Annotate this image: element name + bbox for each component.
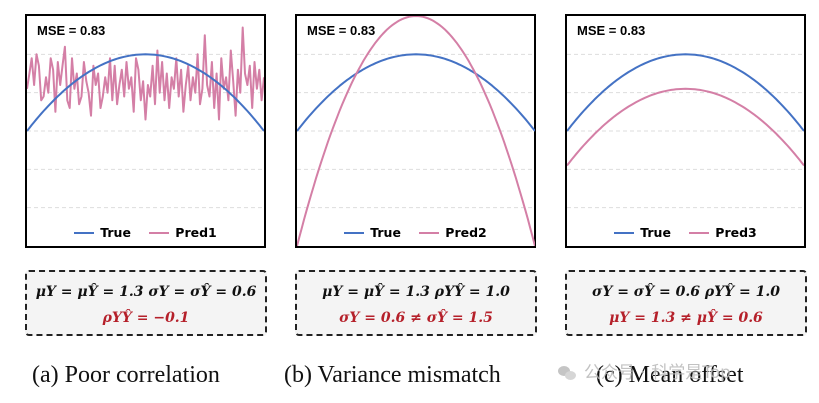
series-line-pred3 — [567, 87, 804, 167]
legend-item-true: True — [344, 225, 401, 240]
watermark-text: 公众号 · 科学是Top — [584, 363, 731, 383]
series-line-pred1 — [27, 26, 264, 121]
series-line-true — [297, 53, 535, 132]
legend-swatch-true — [74, 231, 95, 234]
legend-label-true: True — [370, 225, 401, 240]
legend-swatch-pred — [149, 231, 170, 234]
chart-svg-c — [567, 53, 804, 209]
formula-box-b: μY = μŶ = 1.3 ρYŶ = 1.0 σY = 0.6 ≠ σŶ = … — [295, 270, 537, 336]
chart-panel-a: MSE = 0.83 True Pred1 — [25, 14, 266, 248]
legend-item-pred: Pred1 — [149, 225, 217, 240]
series-line-true — [567, 53, 804, 132]
wechat-icon — [558, 366, 576, 380]
chart-panel-c: MSE = 0.83 True Pred3 — [565, 14, 806, 248]
watermark: 公众号 · 科学是Top — [558, 358, 731, 383]
formula-line-2-highlight: ρYŶ = −0.1 — [102, 310, 190, 326]
legend: True Pred3 — [567, 222, 804, 240]
legend-label-pred: Pred2 — [445, 225, 487, 240]
mse-label: MSE = 0.83 — [37, 23, 106, 38]
caption-a: (a) Poor correlation — [32, 362, 220, 388]
legend: True Pred2 — [297, 222, 534, 240]
legend-item-pred: Pred2 — [419, 225, 487, 240]
legend-label-true: True — [100, 225, 131, 240]
legend-swatch-pred — [689, 231, 710, 234]
chart-svg-b — [297, 16, 535, 246]
mse-label: MSE = 0.83 — [577, 23, 646, 38]
legend-item-pred: Pred3 — [689, 225, 757, 240]
formula-box-a: μY = μŶ = 1.3 σY = σŶ = 0.6 ρYŶ = −0.1 — [25, 270, 267, 336]
formula-line-1: μY = μŶ = 1.3 ρYŶ = 1.0 — [322, 284, 510, 300]
legend-swatch-pred — [419, 231, 440, 234]
legend-swatch-true — [614, 231, 635, 234]
formula-line-1: σY = σŶ = 0.6 ρYŶ = 1.0 — [592, 284, 780, 300]
formula-box-c: σY = σŶ = 0.6 ρYŶ = 1.0 μY = 1.3 ≠ μŶ = … — [565, 270, 807, 336]
legend-label-true: True — [640, 225, 671, 240]
formula-line-2-highlight: σY = 0.6 ≠ σŶ = 1.5 — [339, 310, 493, 326]
chart-svg-a — [27, 26, 264, 209]
legend-swatch-true — [344, 231, 365, 234]
chart-panel-b: MSE = 0.83 True Pred2 — [295, 14, 536, 248]
legend-label-pred: Pred1 — [175, 225, 217, 240]
legend-item-true: True — [614, 225, 671, 240]
series-line-true — [27, 53, 264, 132]
legend-item-true: True — [74, 225, 131, 240]
formula-line-2-highlight: μY = 1.3 ≠ μŶ = 0.6 — [609, 310, 763, 326]
caption-b: (b) Variance mismatch — [284, 362, 501, 388]
formula-line-1: μY = μŶ = 1.3 σY = σŶ = 0.6 — [35, 284, 257, 300]
mse-label: MSE = 0.83 — [307, 23, 376, 38]
series-line-pred2 — [297, 16, 535, 246]
caption-c: (c) Mean offset — [596, 362, 744, 388]
legend-label-pred: Pred3 — [715, 225, 757, 240]
legend: True Pred1 — [27, 222, 264, 240]
